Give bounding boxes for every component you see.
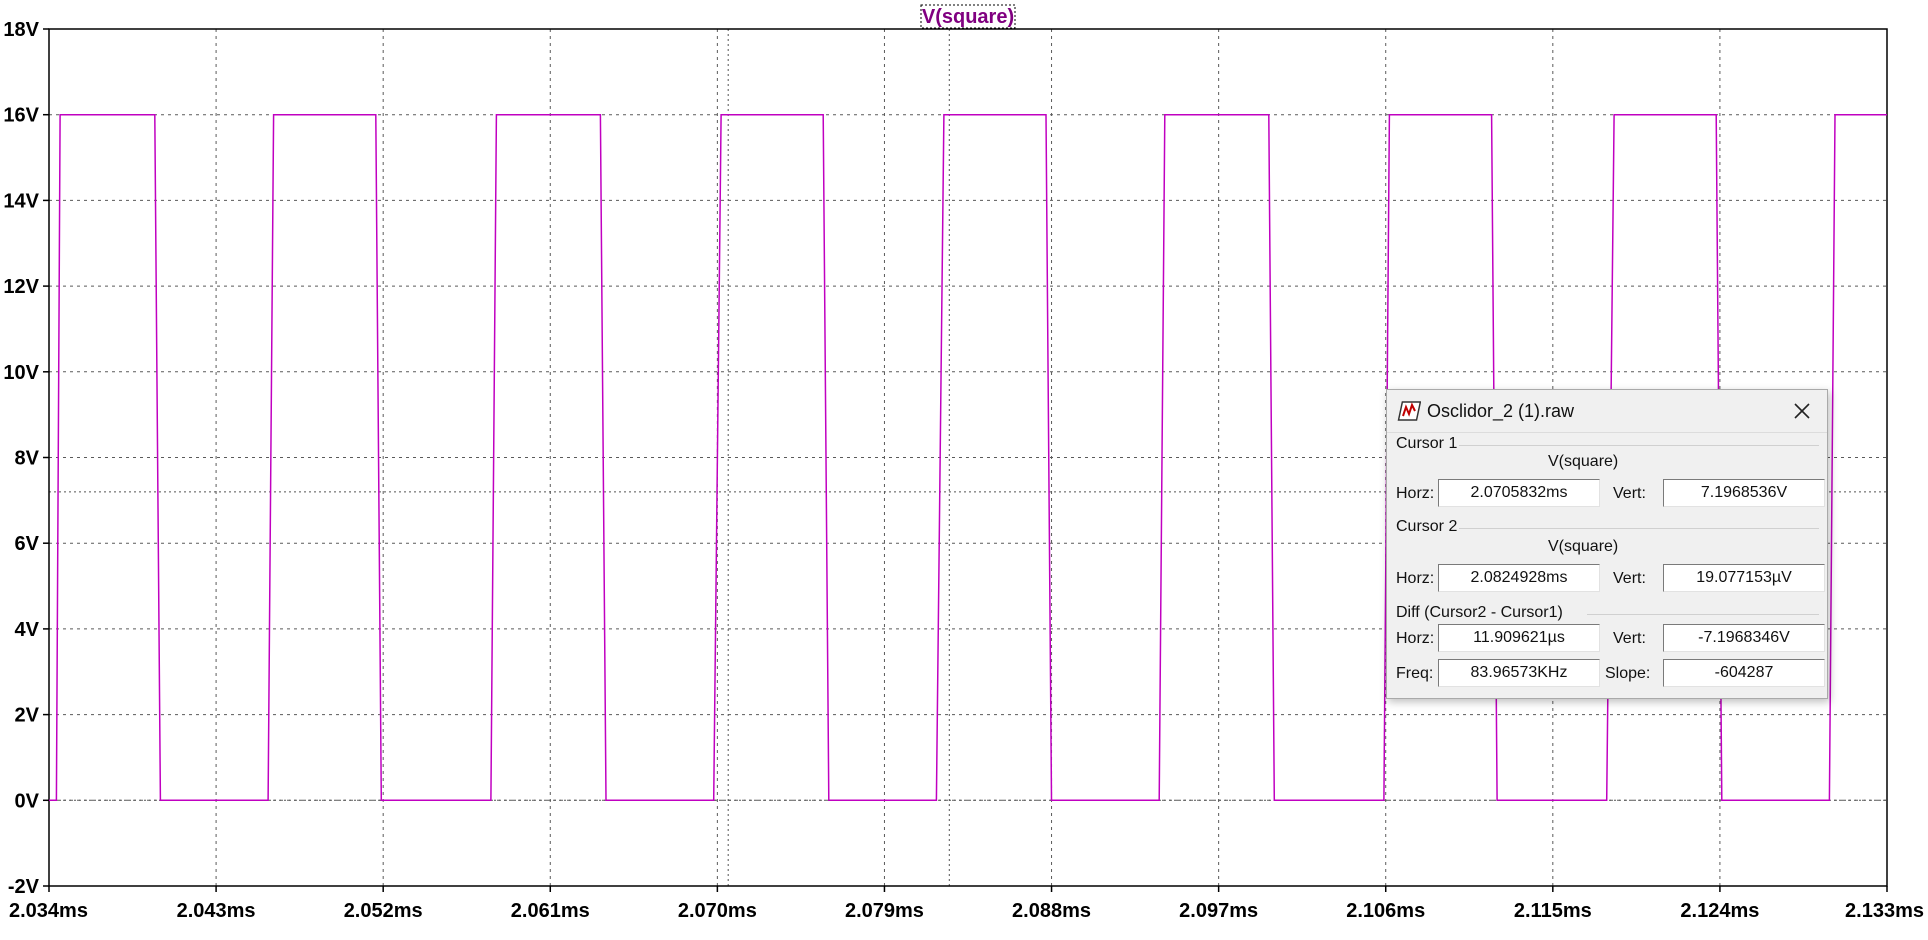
x-tick-label: 2.070ms <box>678 900 757 922</box>
cursor2-horz-label: Horz: <box>1396 570 1435 587</box>
x-tick-label: 2.043ms <box>177 900 256 922</box>
x-tick-label: 2.079ms <box>845 900 924 922</box>
diff-slope-label: Slope: <box>1605 665 1651 682</box>
close-button[interactable] <box>1787 396 1817 426</box>
diff-slope-field[interactable]: -604287 <box>1663 659 1825 687</box>
x-tick-label: 2.061ms <box>511 900 590 922</box>
diff-horz-field[interactable]: 11.909621µs <box>1438 624 1600 652</box>
x-tick-label: 2.115ms <box>1514 900 1592 922</box>
diff-vert-field[interactable]: -7.1968346V <box>1663 624 1825 652</box>
diff-label: Diff (Cursor2 - Cursor1) <box>1396 604 1563 621</box>
close-icon <box>1794 403 1810 419</box>
y-tick-label: 14V <box>3 190 39 212</box>
cursor2-trace-name: V(square) <box>1548 538 1619 555</box>
cursor1-horz-label: Horz: <box>1396 485 1435 502</box>
y-tick-label: 12V <box>3 276 39 298</box>
cursor2-label: Cursor 2 <box>1396 518 1458 535</box>
diff-vert-label: Vert: <box>1613 630 1646 647</box>
y-tick-label: 18V <box>3 19 39 41</box>
trace-v-square[interactable] <box>49 113 1887 802</box>
y-tick-label: -2V <box>8 876 40 898</box>
cursor1-divider <box>1459 445 1819 446</box>
trace-title[interactable]: V(square) <box>922 6 1014 28</box>
diff-horz-label: Horz: <box>1396 630 1435 647</box>
x-tick-label: 2.052ms <box>344 900 423 922</box>
cursor1-horz-field[interactable]: 2.0705832ms <box>1438 479 1600 507</box>
y-tick-label: 4V <box>15 619 40 641</box>
x-tick-label: 2.133ms <box>1845 900 1924 922</box>
y-tick-label: 0V <box>15 790 40 812</box>
y-tick-label: 10V <box>3 362 39 384</box>
cursor1-trace-name: V(square) <box>1548 453 1619 470</box>
trace-title-group: V(square) <box>920 4 1016 29</box>
diff-freq-field[interactable]: 83.96573KHz <box>1438 659 1600 687</box>
x-tick-label: 2.088ms <box>1012 900 1091 922</box>
trace-title-box <box>920 4 1016 29</box>
y-tick-label: 16V <box>3 105 39 127</box>
cursor1-vert-field[interactable]: 7.1968536V <box>1663 479 1825 507</box>
cursor2-divider <box>1459 528 1819 529</box>
diff-freq-label: Freq: <box>1396 665 1434 682</box>
y-tick-label: 6V <box>15 533 40 555</box>
x-tick-label: 2.124ms <box>1680 900 1759 922</box>
cursor2-vert-label: Vert: <box>1613 570 1646 587</box>
y-tick-label: 8V <box>15 448 40 470</box>
axis-ticks: 2.034ms 2.043ms 2.052ms 2.061ms 2.070ms 2.079… <box>3 19 1924 922</box>
dialog-title: Osclidor_2 (1).raw <box>1427 401 1575 421</box>
cursor1-vert-label: Vert: <box>1613 485 1646 502</box>
trace-layer <box>49 113 1887 802</box>
y-tick-label: 2V <box>15 705 40 727</box>
diff-divider <box>1587 614 1819 615</box>
x-tick-label: 2.106ms <box>1346 900 1425 922</box>
x-tick-label: 2.034ms <box>9 900 88 922</box>
x-tick-label: 2.097ms <box>1179 900 1258 922</box>
cursor-dialog[interactable]: Osclidor_2 (1).raw Cursor 1 V(square) Ho… <box>1386 389 1828 699</box>
dialog-titlebar[interactable]: Osclidor_2 (1).raw <box>1387 390 1827 433</box>
cursor1-label: Cursor 1 <box>1396 435 1458 452</box>
cursor2-horz-field[interactable]: 2.0824928ms <box>1438 564 1600 592</box>
ltspice-waveform-icon <box>1397 401 1421 421</box>
cursor2-vert-field[interactable]: 19.077153µV <box>1663 564 1825 592</box>
